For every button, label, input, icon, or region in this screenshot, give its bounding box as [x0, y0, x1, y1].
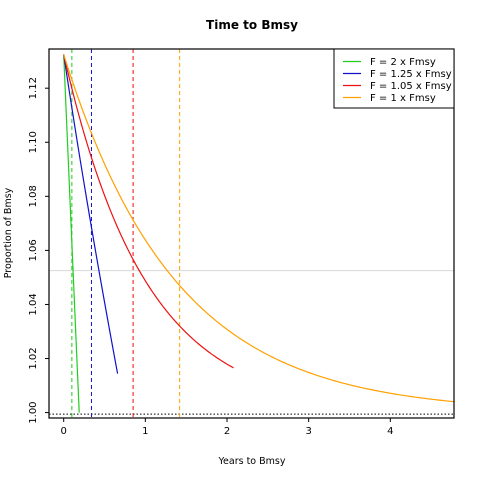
y-tick-label: 1.00 — [28, 401, 39, 423]
series-line — [63, 54, 234, 369]
x-tick-label: 0 — [61, 426, 67, 437]
legend-entry: F = 1 x Fmsy — [370, 93, 436, 104]
y-tick-label: 1.02 — [28, 347, 39, 369]
x-axis: 0 1 2 3 4 — [61, 418, 393, 437]
y-tick-label: 1.06 — [28, 239, 39, 261]
y-tick-label: 1.10 — [28, 131, 39, 153]
series-line — [63, 54, 119, 374]
legend-entry: F = 2 x Fmsy — [370, 57, 436, 68]
series-line — [63, 54, 80, 413]
series-layer — [63, 54, 454, 413]
x-axis-label: Years to Bmsy — [218, 456, 286, 467]
x-tick-label: 2 — [224, 426, 230, 437]
legend-entry: F = 1.05 x Fmsy — [370, 81, 452, 92]
y-tick-label: 1.04 — [28, 293, 39, 315]
plot-frame — [48, 48, 455, 419]
y-tick-label: 1.08 — [28, 185, 39, 207]
y-axis: 1.00 1.02 1.04 1.06 1.08 1.10 1.12 — [28, 77, 49, 424]
legend-entry: F = 1.25 x Fmsy — [370, 69, 452, 80]
legend-box — [333, 48, 455, 109]
x-tick-label: 1 — [142, 426, 148, 437]
series-line — [63, 54, 454, 403]
x-tick-label: 4 — [387, 426, 393, 437]
y-axis-label: Proportion of Bmsy — [3, 187, 14, 278]
x-tick-label: 3 — [305, 426, 311, 437]
y-tick-label: 1.12 — [28, 77, 39, 99]
chart-title: Time to Bmsy — [206, 18, 298, 32]
